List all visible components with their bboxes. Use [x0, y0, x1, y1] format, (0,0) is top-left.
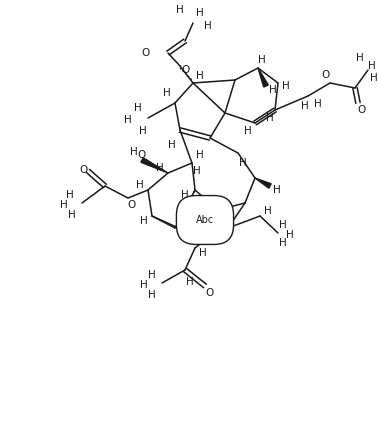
Text: H: H [136, 180, 144, 190]
Text: H: H [148, 290, 156, 300]
Text: O: O [181, 65, 189, 75]
Text: H: H [130, 147, 138, 157]
Text: H: H [368, 61, 376, 71]
Text: H: H [186, 277, 194, 287]
Text: O: O [357, 105, 365, 115]
Text: H: H [60, 200, 68, 210]
Text: H: H [370, 73, 378, 83]
Text: O: O [79, 165, 87, 175]
Text: O: O [127, 200, 135, 210]
Text: H: H [196, 150, 204, 160]
Text: Abc: Abc [196, 215, 214, 225]
Text: H: H [196, 71, 204, 81]
Text: H: H [356, 53, 364, 63]
Text: H: H [181, 190, 189, 200]
Polygon shape [258, 68, 268, 87]
Text: H: H [196, 8, 204, 18]
Polygon shape [255, 178, 271, 188]
Text: H: H [168, 140, 176, 150]
Text: H: H [66, 190, 74, 200]
Text: O: O [321, 70, 329, 80]
Text: O: O [206, 288, 214, 298]
Text: H: H [139, 126, 147, 136]
Text: H: H [282, 81, 290, 91]
Text: H: H [314, 99, 322, 109]
Text: H: H [140, 216, 148, 226]
Text: H: H [179, 231, 187, 241]
Text: O: O [142, 48, 150, 58]
Text: H: H [204, 21, 212, 31]
Text: H: H [301, 101, 309, 111]
Text: H: H [199, 248, 207, 258]
Text: H: H [286, 230, 294, 240]
Text: H: H [279, 220, 287, 230]
Text: H: H [269, 85, 277, 95]
Text: O: O [138, 150, 146, 160]
Text: H: H [68, 210, 76, 220]
Text: H: H [209, 213, 217, 223]
Text: H: H [148, 270, 156, 280]
Text: H: H [124, 115, 132, 125]
Text: H: H [163, 88, 171, 98]
Text: H: H [176, 5, 184, 15]
Text: H: H [156, 163, 164, 173]
Text: H: H [264, 206, 272, 216]
Text: H: H [266, 113, 274, 123]
Polygon shape [141, 158, 168, 173]
Text: H: H [140, 280, 148, 290]
Text: H: H [244, 126, 252, 136]
Text: H: H [273, 185, 281, 195]
Text: H: H [239, 158, 247, 168]
Text: H: H [258, 55, 266, 65]
Text: H: H [279, 238, 287, 248]
Text: H: H [134, 103, 142, 113]
Text: H: H [193, 166, 201, 176]
